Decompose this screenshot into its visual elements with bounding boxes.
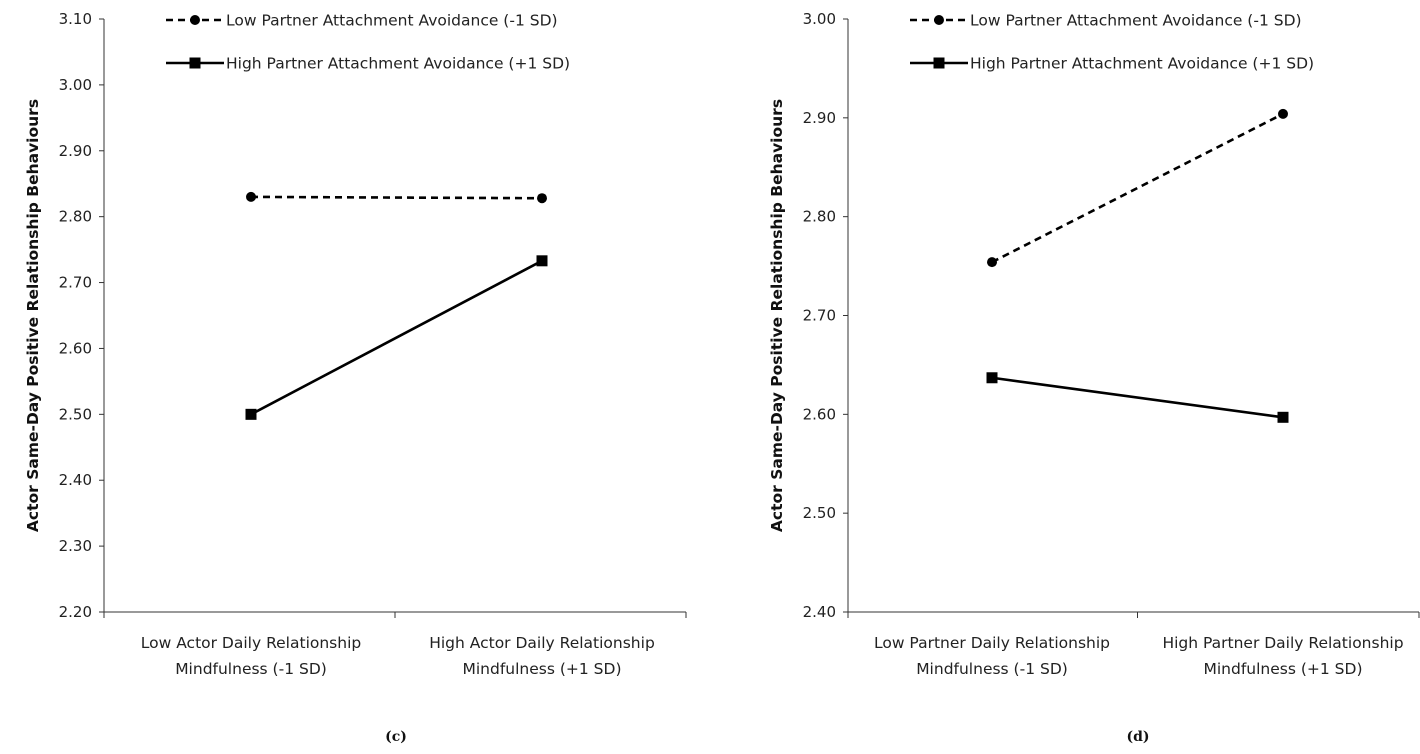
y-tick-label: 2.40 <box>803 603 836 621</box>
x-category-label: Low Partner Daily Relationship Mindfulnes… <box>874 634 1110 678</box>
y-axis-title: Actor Same-Day Positive Relationship Beh… <box>768 99 786 532</box>
y-tick-label: 2.40 <box>59 471 92 489</box>
x-category-label-line: High Partner Daily Relationship <box>1162 634 1403 652</box>
chart-panel-d: 2.40 2.50 2.60 2.70 2.80 2.90 3.00 Low Partner … <box>768 10 1420 745</box>
x-category-label-line: Mindfulness (-1 SD) <box>916 660 1068 678</box>
data-point-square <box>1277 411 1289 423</box>
x-category-label: Low Actor Daily Relationship Mindfulness … <box>141 634 361 678</box>
x-category-label-line: Mindfulness (+1 SD) <box>462 660 621 678</box>
chart-panel-c: 2.20 2.30 2.40 2.50 2.60 2.70 2.80 2.90 3.00 3.10… <box>24 10 687 745</box>
y-tick-label: 2.80 <box>803 208 836 226</box>
legend-label-2: High Partner Attachment Avoidance (+1 SD… <box>226 55 570 73</box>
x-category-label-line: Mindfulness (-1 SD) <box>175 660 327 678</box>
x-category-label-line: High Actor Daily Relationship <box>429 634 655 652</box>
data-point-square <box>986 372 998 384</box>
series-line-1 <box>991 112 1284 264</box>
y-tick-label: 3.00 <box>59 76 92 94</box>
data-point-circle <box>1278 108 1288 119</box>
y-tick-label: 3.00 <box>803 10 836 28</box>
legend-marker-square <box>933 57 945 69</box>
y-tick-label: 2.60 <box>59 339 92 357</box>
legend-label-2: High Partner Attachment Avoidance (+1 SD… <box>970 55 1314 73</box>
legend-marker-circle <box>934 15 944 25</box>
legend-marker-square <box>189 57 201 69</box>
y-tick-label: 2.80 <box>59 208 92 226</box>
series-line-2 <box>991 376 1284 419</box>
series-line-2 <box>250 259 543 416</box>
data-point-square <box>245 408 257 420</box>
data-point-square <box>536 255 548 267</box>
y-axis-title: Actor Same-Day Positive Relationship Beh… <box>24 99 42 532</box>
x-category-label: High Actor Daily Relationship Mindfulness… <box>429 634 655 678</box>
panel-caption: (c) <box>385 729 407 745</box>
legend-marker-circle <box>190 15 200 25</box>
y-tick-label: 2.70 <box>59 274 92 292</box>
data-point-circle <box>987 257 997 268</box>
panel-caption: (d) <box>1126 729 1149 745</box>
y-tick-label: 3.10 <box>59 10 92 28</box>
y-tick-label: 2.70 <box>803 307 836 325</box>
y-tick-label: 2.50 <box>59 405 92 423</box>
y-tick-label: 2.50 <box>803 504 836 522</box>
series-line-1 <box>250 195 543 200</box>
x-category-label-line: Low Actor Daily Relationship <box>141 634 361 652</box>
y-tick-label: 2.90 <box>803 109 836 127</box>
x-category-label-line: Low Partner Daily Relationship <box>874 634 1110 652</box>
y-tick-label: 2.60 <box>803 405 836 423</box>
x-category-label-line: Mindfulness (+1 SD) <box>1203 660 1362 678</box>
x-category-label: High Partner Daily Relationship Mindfulne… <box>1162 634 1403 678</box>
data-point-circle <box>246 191 256 202</box>
legend-label-1: Low Partner Attachment Avoidance (-1 SD) <box>970 12 1302 30</box>
y-tick-label: 2.30 <box>59 537 92 555</box>
data-point-circle <box>537 193 547 204</box>
legend-label-1: Low Partner Attachment Avoidance (-1 SD) <box>226 12 558 30</box>
y-tick-label: 2.90 <box>59 142 92 160</box>
y-tick-label: 2.20 <box>59 603 92 621</box>
